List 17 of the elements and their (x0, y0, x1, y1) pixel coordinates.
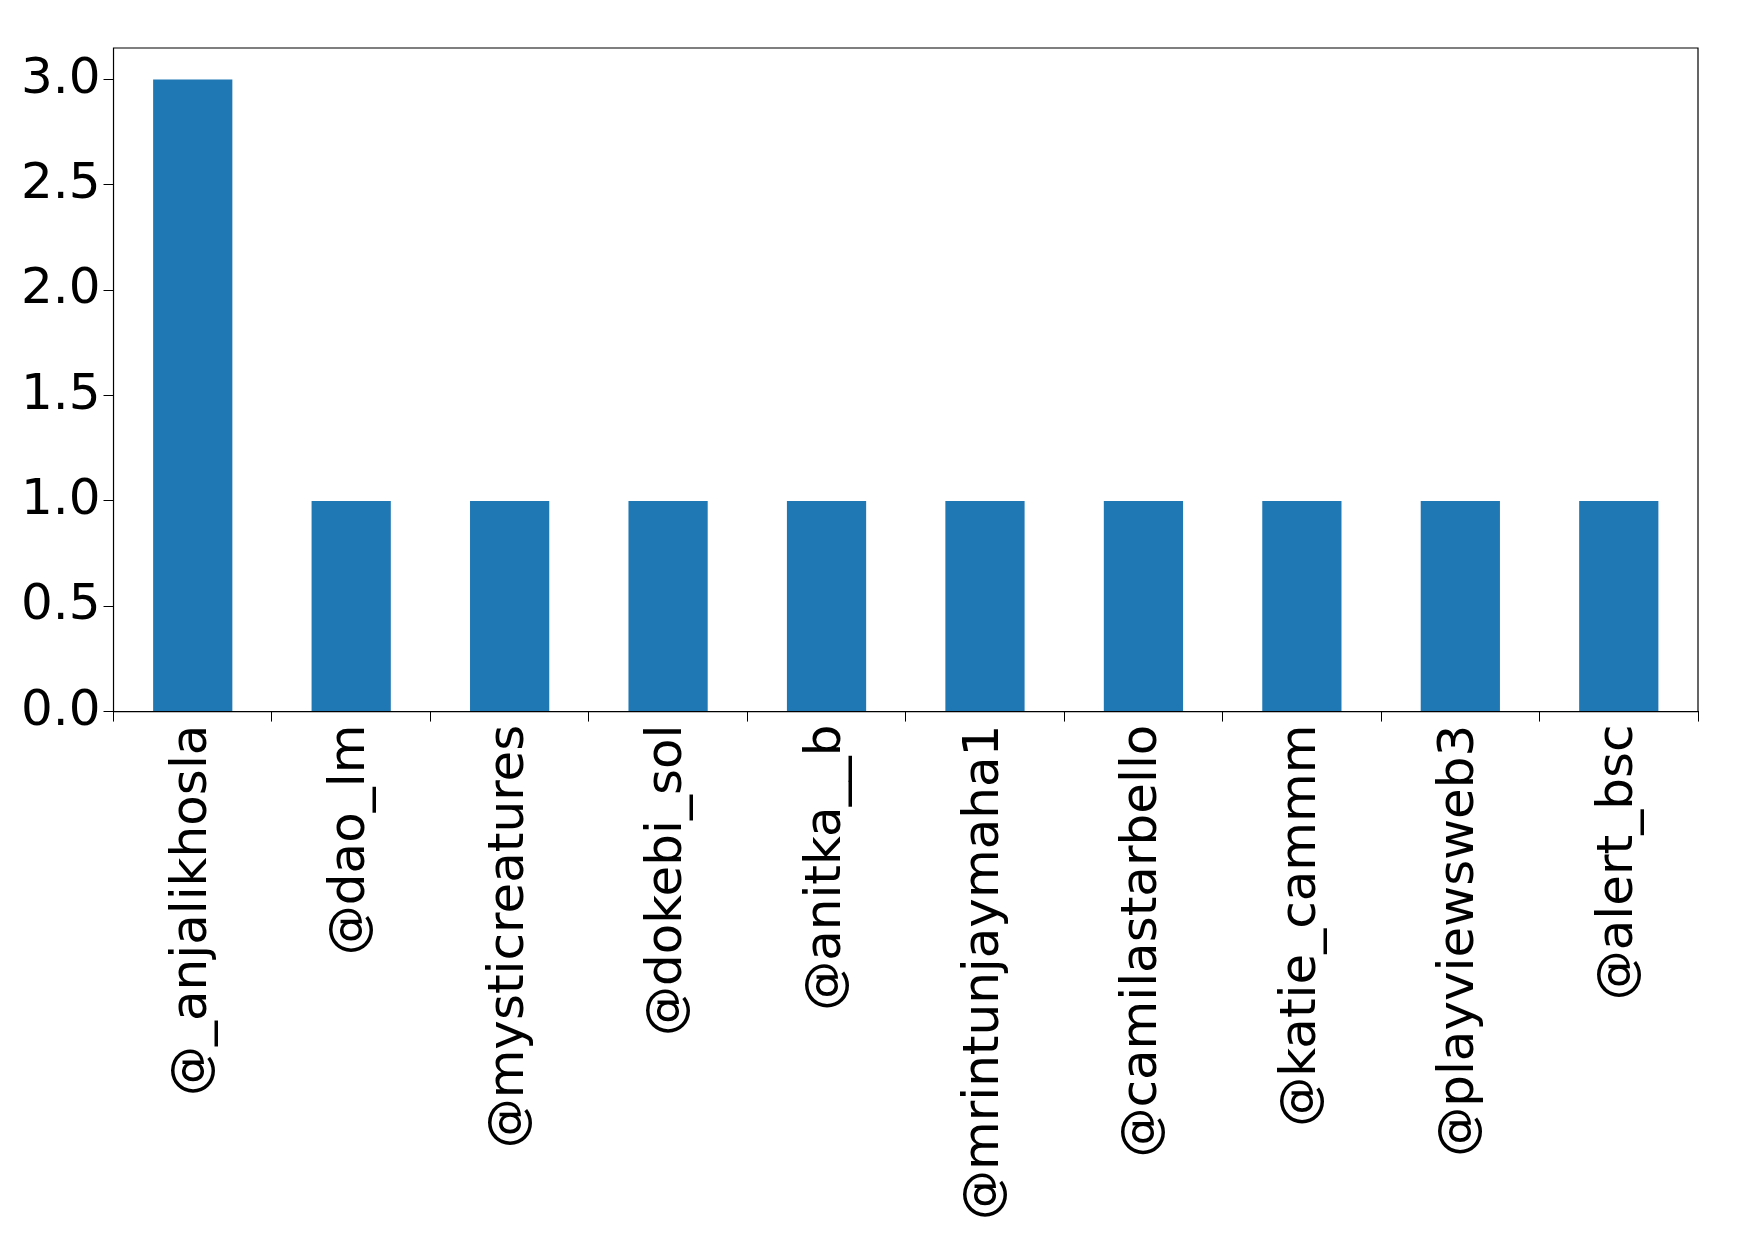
x-tick-label: @alert_bsc (1585, 724, 1644, 1001)
x-tick-label: @katie_cammm (1268, 724, 1327, 1127)
y-tick-label: 0.0 (20, 678, 101, 737)
y-tick-label: 1.5 (20, 362, 101, 421)
x-tick-label: @mysticreatures (476, 724, 535, 1149)
y-tick-label: 2.0 (20, 257, 101, 316)
x-tick-label: @dao_lm (318, 724, 377, 956)
x-tick-label: @dokebi_sol (635, 724, 694, 1036)
x-tick-label: @camilastarbello (1110, 724, 1169, 1158)
y-tick-label: 3.0 (20, 46, 101, 105)
y-tick-label: 0.5 (20, 573, 101, 632)
x-tick-label: @mrintunjaymaha1 (951, 724, 1010, 1220)
y-tick-label: 1.0 (20, 467, 101, 526)
x-tick-label: @anitka__b (793, 724, 852, 1011)
x-tick-label: @playviewsweb3 (1427, 724, 1486, 1157)
x-tick-label: @_anjalikhosla (159, 724, 218, 1097)
y-tick-label: 2.5 (20, 151, 101, 210)
